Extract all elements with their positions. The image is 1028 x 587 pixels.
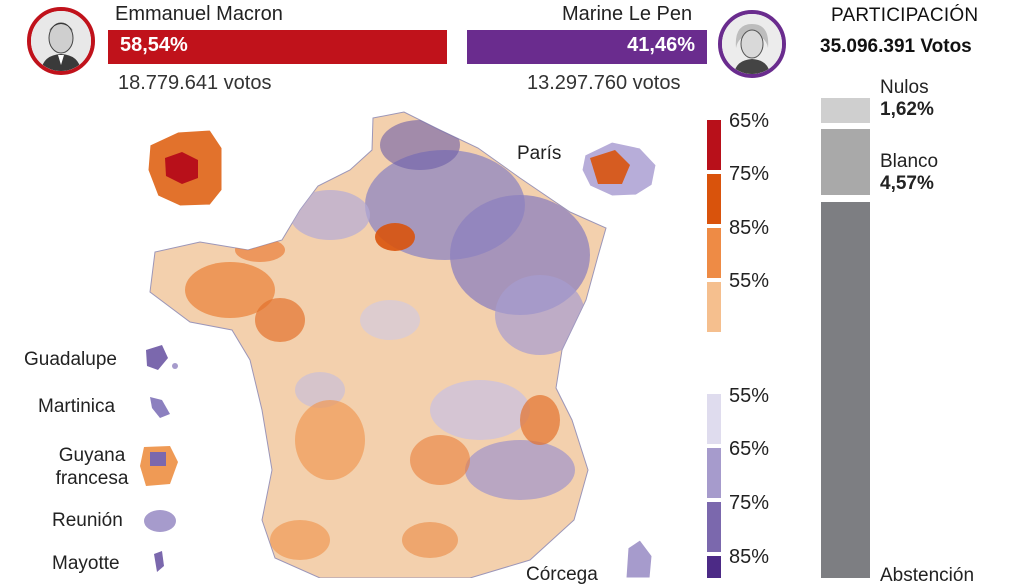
participation-total: 35.096.391 Votos xyxy=(820,36,972,57)
legend-label-macron-4: 55% xyxy=(729,270,770,292)
legend-swatch-lepen-3 xyxy=(707,502,721,552)
guyana-shape xyxy=(140,446,178,486)
legend-swatch-lepen-4 xyxy=(707,556,721,578)
abstencion-label: Abstención xyxy=(880,565,975,586)
legend-swatch-lepen-1 xyxy=(707,394,721,444)
lepen-votes: 13.297.760 votos xyxy=(527,72,681,94)
corsica-shape xyxy=(625,539,653,578)
legend-label-lepen-2: 65% xyxy=(729,438,770,460)
macron-votes: 18.779.641 votos xyxy=(118,72,272,94)
legend-label-lepen-4: 85% xyxy=(729,546,770,568)
martinica-shape xyxy=(150,397,170,418)
macron-percent: 58,54% xyxy=(120,34,188,56)
territory-label-guadalupe: Guadalupe xyxy=(24,349,117,370)
paris-label: París xyxy=(517,143,562,164)
blanco-bar xyxy=(821,129,870,195)
participation-title: PARTICIPACIÓN xyxy=(831,5,979,26)
legend-label-macron-3: 85% xyxy=(729,217,770,239)
blanco-value: 4,57% xyxy=(880,173,934,194)
macron-name: Emmanuel Macron xyxy=(115,3,283,25)
reunion-shape xyxy=(144,510,176,532)
lepen-name: Marine Le Pen xyxy=(562,3,693,25)
legend-swatch-macron-3 xyxy=(707,228,721,278)
lepen-avatar xyxy=(718,10,786,78)
territory-label-reunion: Reunión xyxy=(52,510,123,531)
territory-label-mayotte: Mayotte xyxy=(52,553,120,574)
territory-label-martinica: Martinica xyxy=(38,396,116,417)
legend-label-macron-1: 65% xyxy=(729,110,770,132)
legend-label-lepen-1: 55% xyxy=(729,385,770,407)
lepen-percent: 41,46% xyxy=(627,34,695,56)
macron-percent-bar: 58,54% xyxy=(108,30,447,64)
mayotte-shape xyxy=(154,551,164,572)
nulos-bar xyxy=(821,98,870,123)
legend-label-lepen-3: 75% xyxy=(729,492,770,514)
lepen-percent-bar: 41,46% xyxy=(467,30,707,64)
nulos-label-text: Nulos xyxy=(880,77,929,98)
votes-cast-bar xyxy=(821,202,870,578)
corsica-label: Córcega xyxy=(526,564,598,585)
legend-label-macron-2: 75% xyxy=(729,163,770,185)
france-results-map xyxy=(140,111,657,578)
blanco-label: Blanco 4,57% xyxy=(880,151,938,195)
paris-region-inset xyxy=(147,129,223,207)
paris-city-inset xyxy=(581,141,657,197)
legend-swatch-macron-4 xyxy=(707,282,721,332)
blanco-label-text: Blanco xyxy=(880,151,939,172)
territory-label-guyana: Guyana francesa xyxy=(55,445,129,489)
macron-avatar xyxy=(27,7,95,75)
legend-swatch-macron-1 xyxy=(707,120,721,170)
legend-swatch-macron-2 xyxy=(707,174,721,224)
nulos-value: 1,62% xyxy=(880,99,934,120)
metropolitan-france xyxy=(149,111,607,578)
guadalupe-shape xyxy=(146,345,178,370)
legend-swatch-lepen-2 xyxy=(707,448,721,498)
nulos-label: Nulos 1,62% xyxy=(880,77,934,121)
